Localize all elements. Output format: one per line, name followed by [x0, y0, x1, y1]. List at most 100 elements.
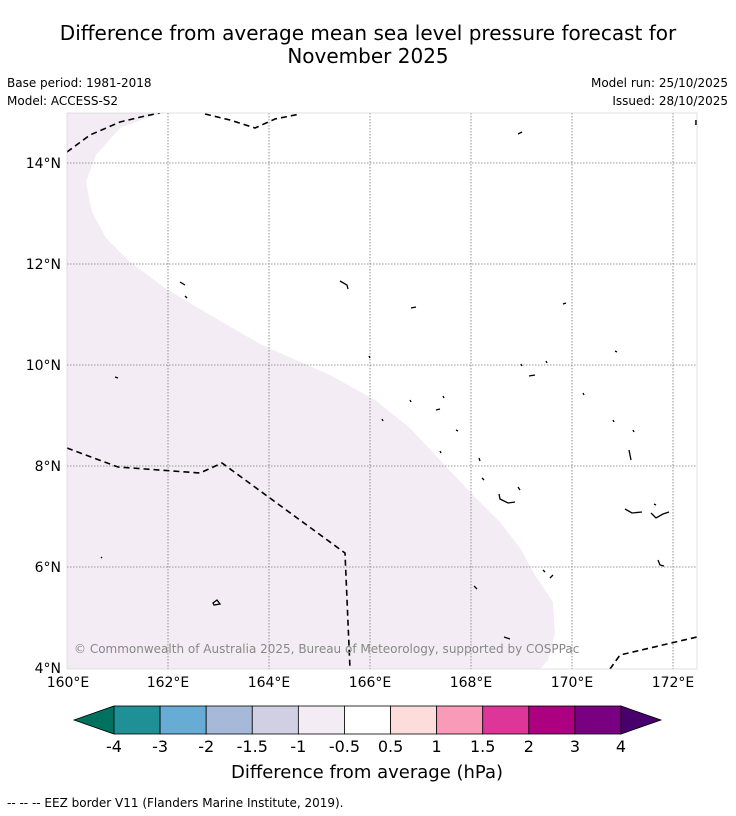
colorbar-bin [528, 705, 576, 735]
lat-tick-labels: 14°N 12°N 10°N 8°N 6°N 4°N [26, 156, 61, 677]
island [549, 574, 554, 579]
eez-borders [67, 113, 697, 669]
island [657, 559, 665, 567]
colorbar-bin [205, 705, 253, 735]
island [184, 295, 188, 299]
island [114, 376, 119, 379]
lat-tick: 14°N [26, 156, 61, 172]
colorbar-tick-label: 1.5 [470, 737, 495, 756]
island [582, 392, 585, 396]
eez-legend: -- -- -- EEZ border V11 (Flanders Marine… [7, 796, 344, 810]
pressure-anomaly-region [67, 113, 555, 669]
lat-tick: 12°N [26, 257, 61, 273]
island [455, 429, 459, 432]
lon-tick: 164°E [248, 675, 291, 691]
map-title: Difference from average mean sea level p… [0, 22, 736, 68]
map-area: © Commonwealth of Australia 2025, Bureau… [67, 113, 697, 669]
lon-tick: 160°E [47, 675, 90, 691]
colorbar-tick-labels: -4 -3 -2 -1.5 -1 -0.5 0.5 1 1.5 2 3 4 [106, 737, 626, 756]
lat-tick: 10°N [26, 358, 61, 374]
colorbar-tick-label: -1.5 [237, 737, 268, 756]
colorbar-title: Difference from average (hPa) [231, 762, 503, 783]
lon-tick: 172°E [652, 675, 695, 691]
island [517, 131, 523, 135]
colorbar-under-arrow [72, 705, 115, 735]
eez-border-line [609, 636, 697, 669]
island [503, 636, 511, 640]
colorbar-bin [344, 705, 391, 735]
eez-border-line [204, 113, 301, 129]
island [481, 477, 485, 481]
colorbar-bins [113, 705, 622, 735]
lon-tick: 166°E [349, 675, 392, 691]
island [368, 355, 371, 359]
title-line-1: Difference from average mean sea level p… [59, 21, 677, 45]
meta-right: Model run: 25/10/2025 Issued: 28/10/2025 [591, 74, 728, 110]
copyright-text: © Commonwealth of Australia 2025, Bureau… [74, 642, 579, 656]
colorbar-over-arrow [620, 705, 663, 735]
model-run: Model run: 25/10/2025 [590, 76, 728, 90]
island [473, 585, 478, 590]
colorbar-tick-label: -2 [198, 737, 214, 756]
colorbar-bin [251, 705, 299, 735]
base-period: Base period: 1981-2018 [7, 76, 152, 90]
island [528, 374, 536, 377]
island [614, 350, 618, 353]
island [409, 399, 412, 403]
colorbar-tick-label: 1 [432, 737, 442, 756]
island [478, 457, 481, 462]
island [517, 486, 521, 491]
island [632, 429, 635, 433]
colorbar-tick-label: 4 [616, 737, 626, 756]
island [624, 508, 643, 514]
issued-date: Issued: 28/10/2025 [612, 94, 728, 108]
colorbar-bin [159, 705, 207, 735]
colorbar-bin [574, 705, 622, 735]
gridlines [67, 113, 697, 669]
colorbar: -4 -3 -2 -1.5 -1 -0.5 0.5 1 1.5 2 3 4 Difference fr… [72, 705, 663, 783]
island [650, 511, 670, 519]
colorbar-tick-label: 0.5 [378, 737, 403, 756]
island [498, 493, 516, 504]
lon-tick-labels: 160°E 162°E 164°E 166°E 168°E 170°E 172°… [47, 675, 695, 691]
island [212, 599, 222, 606]
colorbar-tick-label: 2 [524, 737, 534, 756]
colorbar-tick-label: -3 [152, 737, 168, 756]
island [628, 449, 632, 461]
island [612, 419, 615, 423]
island [520, 363, 523, 367]
lon-tick: 168°E [450, 675, 493, 691]
lat-tick: 6°N [35, 560, 61, 576]
islands [100, 131, 670, 640]
colorbar-bin [390, 705, 438, 735]
colorbar-tick-label: -0.5 [329, 737, 360, 756]
colorbar-tick-label: -1 [290, 737, 306, 756]
eez-border-line [67, 113, 161, 153]
map-frame [66, 112, 698, 670]
lat-tick: 4°N [35, 661, 61, 677]
island [179, 281, 186, 286]
island [442, 395, 445, 399]
island [410, 306, 417, 309]
island [381, 418, 384, 422]
colorbar-bin [297, 705, 345, 735]
lon-tick: 170°E [551, 675, 594, 691]
colorbar-bin [113, 705, 161, 735]
island [339, 280, 349, 290]
island [435, 408, 441, 411]
colorbar-bin [482, 705, 530, 735]
island [100, 556, 103, 559]
colorbar-bin [436, 705, 484, 735]
colorbar-tick-label: -4 [106, 737, 122, 756]
model-name: Model: ACCESS-S2 [7, 94, 119, 108]
island [545, 360, 548, 364]
island [562, 302, 567, 305]
meta-left: Base period: 1981-2018 Model: ACCESS-S2 [7, 74, 152, 110]
colorbar-tick-label: 3 [570, 737, 580, 756]
lon-tick: 162°E [147, 675, 190, 691]
island [653, 503, 657, 506]
island [542, 569, 546, 573]
title-line-2: November 2025 [287, 44, 449, 68]
lat-tick: 8°N [35, 459, 61, 475]
